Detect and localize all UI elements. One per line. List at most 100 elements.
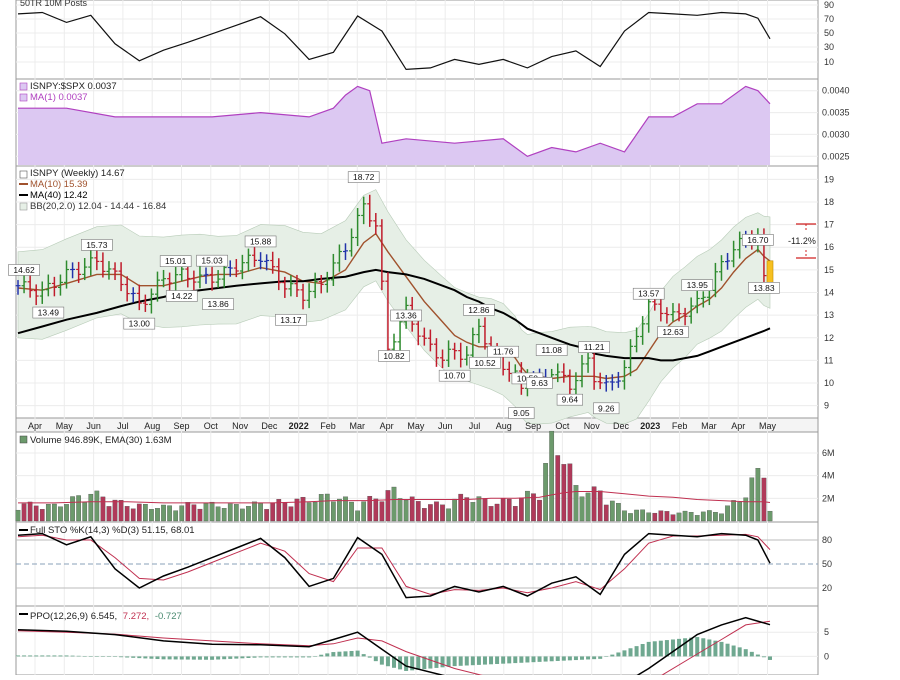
ppo-hist-bar	[106, 656, 111, 657]
ppo-hist-bar	[707, 639, 712, 657]
volume-bar	[458, 493, 464, 522]
price-callout-box	[165, 290, 198, 302]
volume-bar	[512, 506, 518, 522]
ppo-hist-bar	[191, 656, 196, 660]
price-callout-label: 16.70	[747, 235, 769, 245]
ppo-hist-bar	[646, 641, 651, 657]
volume-bar	[209, 501, 215, 522]
price-axis-ticks: 19 18 17 16 15 14 13 12 11 10 9	[824, 174, 834, 410]
price-callout-box	[556, 393, 583, 406]
ppo-hist-bar	[22, 655, 27, 657]
ppo-hist-bar	[276, 656, 281, 658]
ppo-hist-bar	[543, 656, 548, 662]
volume-bar	[725, 505, 730, 522]
ppo-hist-bar	[210, 656, 215, 660]
price-callout-box	[378, 350, 410, 362]
volume-bar	[403, 499, 409, 522]
volume-bar	[397, 498, 403, 522]
volume-bar	[646, 512, 652, 522]
sto-k-line	[17, 532, 771, 599]
volume-bar	[664, 511, 670, 522]
ppo-hist-bar	[761, 656, 766, 658]
ppo-hist-bar	[367, 656, 372, 658]
volume-bar	[452, 498, 457, 522]
ppo-hist-bar	[361, 654, 366, 657]
price-callout-box	[469, 356, 501, 369]
ppo-hist-bar	[125, 656, 130, 658]
ppo-hist-bar	[343, 651, 348, 657]
price-callout-box	[526, 377, 553, 389]
volume-bar	[670, 514, 676, 522]
ppo-hist-bar	[725, 643, 730, 657]
ppo-hist-bar	[222, 656, 227, 660]
ppo-hist-bar	[495, 656, 500, 664]
volume-bar	[749, 477, 755, 522]
volume-bar	[306, 502, 312, 522]
price-callout-label: 9.05	[513, 408, 530, 418]
ratio-ma-swatch	[19, 93, 28, 102]
ppo-hist-bar	[719, 641, 724, 657]
ppo-hist-bar	[749, 651, 754, 657]
ppo-hist-bar	[270, 656, 275, 658]
volume-tick-label: 2M	[822, 493, 835, 503]
ratio-tick-label: 0.0030	[822, 129, 850, 139]
price-tick-label: 18	[824, 197, 834, 207]
price-callout-box	[275, 313, 307, 326]
volume-bar	[494, 503, 500, 522]
volume-bar	[349, 501, 354, 522]
price-callout-label: 9.26	[598, 403, 615, 413]
ratio-tick-label: 0.0040	[822, 86, 850, 96]
x-axis-label: Oct	[555, 421, 570, 431]
price-callout-label: 15.03	[201, 256, 223, 266]
volume-bar	[227, 503, 233, 522]
rsi-tick-label: 10	[824, 57, 834, 67]
price-callout-box	[123, 317, 156, 330]
price-tick-label: 12	[824, 333, 834, 343]
rsi-tick-label: 90	[824, 0, 834, 10]
ppo-hist-bar	[197, 656, 202, 660]
price-callout-box	[390, 309, 422, 322]
volume-bar	[421, 508, 427, 522]
ppo-hist-bar	[46, 655, 51, 657]
volume-bar	[555, 455, 561, 522]
price-callout-label: 10.52	[474, 358, 496, 368]
x-axis-label: Jun	[438, 421, 453, 431]
volume-bar	[525, 490, 530, 522]
ratio-ma-label: MA(1) 0.0037	[30, 92, 88, 103]
ppo-hist-bar	[440, 656, 445, 668]
volume-tick-label: 4M	[822, 471, 835, 481]
ppo-hist-bar	[16, 655, 20, 657]
volume-bar	[45, 503, 51, 522]
volume-bar	[603, 504, 609, 522]
volume-bar	[240, 508, 245, 522]
ppo-hist-bar	[337, 651, 342, 657]
ppo-signal-line	[17, 620, 771, 680]
price-callout-box	[681, 279, 714, 291]
volume-bar	[282, 502, 288, 522]
ppo-hist-bar	[573, 656, 578, 661]
x-axis-label: Dec	[261, 421, 278, 431]
ppo-hist-bar	[634, 646, 639, 657]
x-axis-label: Nov	[584, 421, 601, 431]
ppo-hist-bar	[604, 656, 609, 657]
volume-bar	[597, 490, 603, 522]
ppo-hist-bar	[640, 644, 645, 657]
ppo-hist-bar	[234, 656, 239, 659]
ma10-label: MA(10) 15.39	[30, 179, 88, 190]
price-callout-box	[632, 287, 665, 300]
price-title: ISNPY (Weekly) 14.67	[30, 168, 125, 179]
ppo-hist-bar	[592, 656, 597, 660]
volume-bar	[21, 503, 27, 522]
ppo-hist-bar	[743, 649, 748, 657]
volume-bar	[713, 512, 718, 522]
ppo-hist-bar	[228, 656, 233, 659]
x-axis-label: May	[407, 421, 425, 431]
volume-bar	[700, 511, 706, 522]
ppo-hist-bar	[598, 656, 603, 659]
volume-bar	[331, 501, 336, 522]
ppo-hist-bar	[155, 656, 160, 660]
ppo-hist-bar	[452, 656, 457, 667]
price-callout-box	[535, 344, 568, 356]
price-tick-label: 14	[824, 288, 834, 298]
